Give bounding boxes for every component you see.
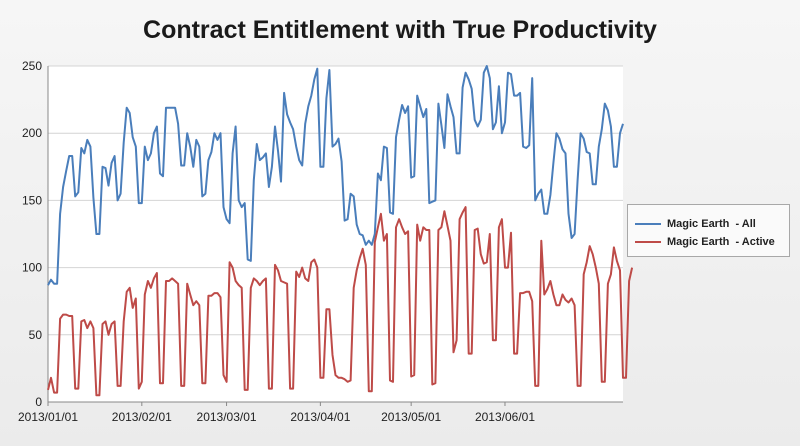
x-tick-label: 2013/06/01 (475, 410, 535, 424)
legend-item-all: Magic Earth - All (635, 216, 756, 232)
y-tick-label: 0 (35, 395, 42, 409)
x-tick-label: 2013/01/01 (18, 410, 78, 424)
legend-label-all: Magic Earth - All (667, 218, 756, 230)
y-tick-label: 100 (22, 261, 42, 275)
x-tick-label: 2013/02/01 (112, 410, 172, 424)
y-tick-label: 150 (22, 193, 42, 207)
series-line-all (47, 65, 624, 286)
chart-title: Contract Entitlement with True Productiv… (143, 16, 657, 44)
plot-area (48, 66, 623, 402)
legend-swatch-all (635, 223, 661, 225)
x-tick-label: 2013/04/01 (290, 410, 350, 424)
x-tick-label: 2013/03/01 (197, 410, 257, 424)
legend-swatch-active (635, 241, 661, 243)
y-tick-label: 250 (22, 59, 42, 73)
legend-item-active: Magic Earth - Active (635, 234, 775, 250)
y-tick-label: 200 (22, 126, 42, 140)
y-tick-label: 50 (29, 328, 43, 342)
legend-label-active: Magic Earth - Active (667, 236, 775, 248)
chart-legend: Magic Earth - All Magic Earth - Active (627, 204, 790, 257)
x-tick-label: 2013/05/01 (381, 410, 441, 424)
series-line-active (47, 206, 634, 397)
